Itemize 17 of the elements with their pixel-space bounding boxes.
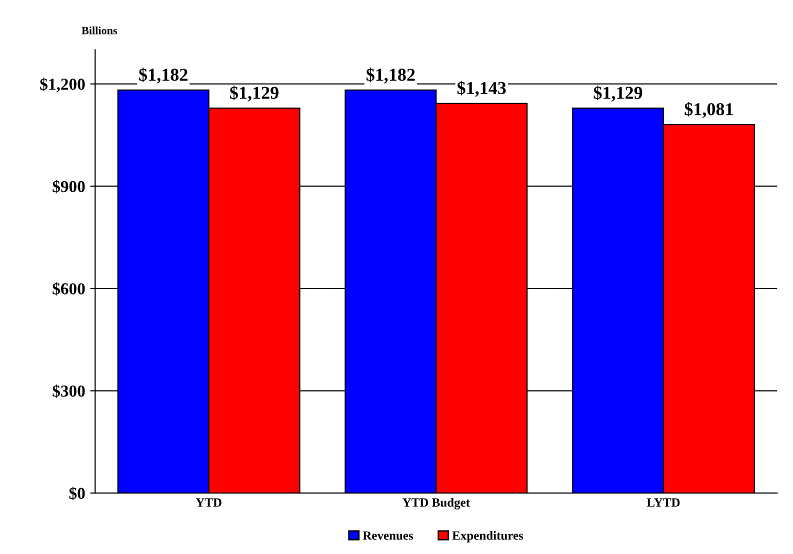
data-label: $1,129 <box>594 86 642 102</box>
y-tick-label: $600 <box>52 282 85 296</box>
x-tick-label: YTD <box>196 498 222 507</box>
data-label: $1,182 <box>366 68 415 84</box>
data-label: $1,182 <box>139 68 188 84</box>
x-tick-label: YTD Budget <box>402 498 470 510</box>
data-label: $1,143 <box>457 80 506 97</box>
data-label: $1,129 <box>230 86 278 102</box>
y-tick-label: $900 <box>52 180 85 194</box>
y-tick-label: $0 <box>69 486 85 500</box>
y-tick-label: $300 <box>52 384 85 398</box>
data-label: $1,081 <box>684 102 733 118</box>
legend-label: Expenditures <box>452 530 524 542</box>
y-tick-label: $1,200 <box>40 78 85 92</box>
legend-label: Revenues <box>362 531 414 540</box>
y-axis-title: Billions <box>82 26 118 34</box>
x-tick-label: LYTD <box>646 498 680 507</box>
